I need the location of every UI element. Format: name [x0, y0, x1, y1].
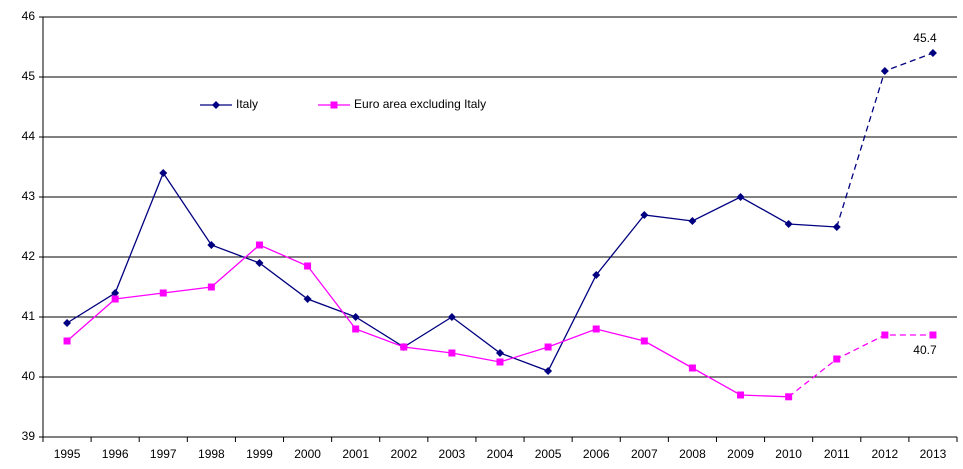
series-line-dashed — [788, 334, 933, 398]
point — [159, 169, 168, 177]
point — [304, 262, 312, 270]
point — [737, 391, 745, 399]
x-tick-label: 1997 — [150, 447, 177, 461]
point — [592, 325, 600, 333]
legend-marker — [212, 101, 220, 109]
point — [928, 49, 937, 57]
point — [736, 193, 745, 201]
x-tick-label: 2000 — [294, 447, 321, 461]
x-tick-label: 1998 — [198, 447, 225, 461]
x-tick-label: 2005 — [535, 447, 562, 461]
x-tick-label: 2002 — [390, 447, 417, 461]
point — [881, 331, 889, 339]
x-tick-label: 2009 — [727, 447, 754, 461]
x-tick-label: 1995 — [54, 447, 81, 461]
point — [496, 358, 504, 366]
x-tick-label: 2012 — [871, 447, 898, 461]
x-tick-label: 1996 — [102, 447, 129, 461]
x-tick-label: 2003 — [439, 447, 466, 461]
x-tick-label: 1999 — [246, 447, 273, 461]
y-tick-label: 45 — [22, 69, 36, 83]
y-tick-label: 44 — [22, 129, 36, 143]
point — [688, 217, 697, 225]
y-tick-label: 43 — [22, 189, 36, 203]
point — [448, 349, 456, 357]
x-tick-label: 2013 — [920, 447, 947, 461]
y-tick-label: 46 — [22, 9, 36, 23]
legend-label: Euro area excluding Italy — [354, 97, 486, 111]
x-tick-label: 2007 — [631, 447, 658, 461]
x-tick-label: 2008 — [679, 447, 706, 461]
point — [785, 393, 793, 401]
x-tick-label: 2001 — [342, 447, 369, 461]
point — [880, 67, 889, 75]
x-tick-label: 2010 — [775, 447, 802, 461]
x-tick-label: 2004 — [487, 447, 514, 461]
point — [544, 343, 552, 351]
point — [400, 343, 408, 351]
point — [351, 313, 360, 321]
point — [784, 220, 793, 228]
point — [63, 319, 72, 327]
point — [832, 223, 841, 231]
y-tick-label: 42 — [22, 249, 36, 263]
point — [833, 355, 841, 363]
point — [544, 367, 553, 375]
point — [159, 289, 167, 297]
legend-marker — [330, 101, 338, 109]
x-tick-label: 2011 — [824, 447, 850, 461]
point — [496, 349, 504, 357]
y-tick-label: 41 — [22, 309, 36, 323]
point — [929, 331, 937, 339]
point — [640, 211, 649, 219]
point — [207, 241, 216, 249]
point — [352, 325, 360, 333]
point — [447, 313, 456, 321]
data-label: 40.7 — [913, 343, 937, 357]
x-tick-label: 2006 — [583, 447, 610, 461]
point — [111, 295, 119, 303]
y-tick-label: 39 — [22, 429, 36, 443]
point — [63, 337, 71, 345]
point — [255, 241, 263, 249]
y-tick-label: 40 — [22, 369, 36, 383]
data-label: 45.4 — [913, 31, 937, 45]
point — [207, 283, 215, 291]
point — [640, 337, 648, 345]
series-line — [66, 171, 837, 372]
series-line — [66, 244, 789, 398]
point — [688, 364, 696, 372]
legend-label: Italy — [236, 97, 258, 111]
point — [592, 271, 601, 279]
point — [111, 289, 120, 297]
point — [303, 295, 312, 303]
point — [255, 259, 264, 267]
series-line-dashed — [836, 52, 934, 228]
